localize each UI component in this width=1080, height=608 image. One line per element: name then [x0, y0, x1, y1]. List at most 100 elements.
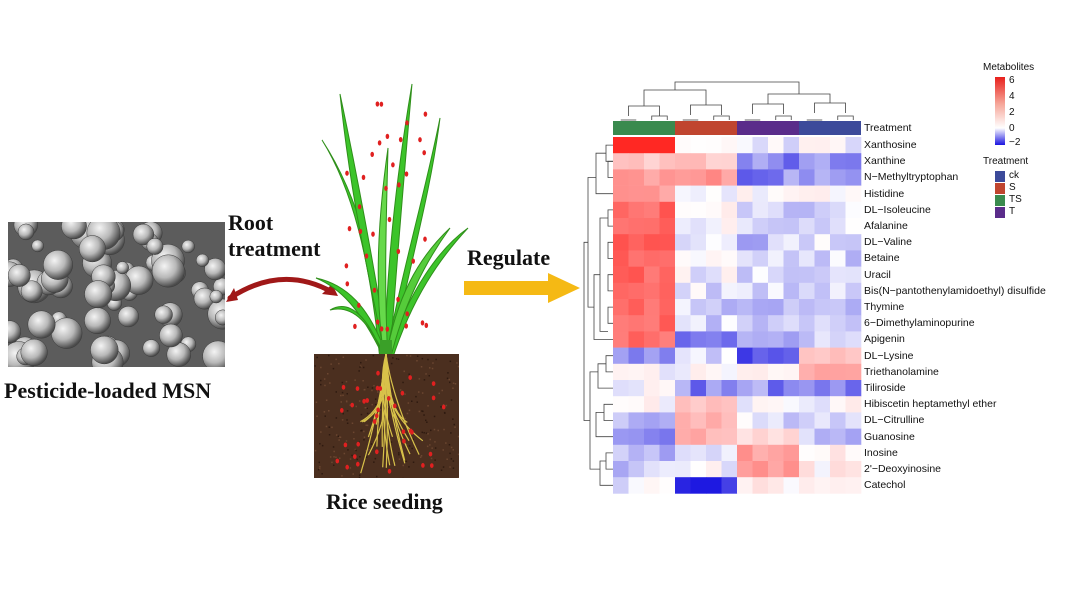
- heatmap-cell: [613, 315, 629, 332]
- soil-grain: [318, 468, 321, 470]
- soil-grain: [324, 384, 326, 387]
- heatmap-cell: [783, 201, 800, 219]
- metabolite-label: 6−Dimethylaminopurine: [864, 317, 975, 330]
- root-strand: [376, 354, 387, 447]
- dendrogram-branch: [814, 102, 846, 113]
- heatmap-cell: [830, 315, 846, 332]
- heatmap-cell: [768, 428, 784, 446]
- dendrogram-branch: [599, 460, 613, 486]
- heatmap-cell: [845, 266, 862, 284]
- heatmap-cell: [737, 477, 753, 494]
- heatmap-cell: [706, 461, 722, 478]
- heatmap-cell: [721, 201, 738, 219]
- nanoparticle: [204, 258, 225, 281]
- heatmap-cell: [845, 185, 862, 203]
- heatmap-cell: [613, 461, 629, 478]
- metabolite-label: DL−Valine: [864, 236, 912, 249]
- heatmap-cell: [830, 477, 846, 494]
- heatmap-cell: [830, 444, 846, 462]
- soil-box: [314, 354, 459, 478]
- soil-grain: [406, 354, 408, 357]
- heatmap-cell: [830, 380, 846, 397]
- soil-grain: [332, 367, 335, 370]
- root-label-line2: treatment: [228, 236, 321, 261]
- heatmap-cell: [783, 234, 800, 251]
- soil-grain: [351, 454, 353, 457]
- heatmap-cell: [675, 137, 691, 154]
- soil-grain: [440, 469, 443, 471]
- heatmap-cell: [737, 234, 753, 251]
- metabolite-label: 2'−Deoxyinosine: [864, 463, 942, 475]
- pesticide-dot: [402, 438, 406, 444]
- heatmap-cell: [690, 234, 707, 251]
- soil-grain: [450, 432, 452, 434]
- soil-grain: [404, 393, 406, 395]
- heatmap-cell: [644, 282, 660, 300]
- heatmap-cell: [706, 250, 722, 267]
- heatmap-cell: [830, 169, 846, 186]
- soil-grain: [434, 441, 436, 443]
- soil-grain: [457, 365, 459, 368]
- heatmap-cell: [675, 169, 691, 186]
- dendrogram-branch: [587, 177, 596, 308]
- heatmap-cell: [752, 218, 769, 235]
- heatmap-cell: [830, 428, 846, 446]
- soil-grain: [408, 373, 410, 375]
- root-label-line1: Root: [228, 210, 274, 235]
- color-scale-bar: [995, 77, 1005, 145]
- heatmap-cell: [737, 315, 753, 332]
- soil-grain: [365, 424, 367, 426]
- soil-grain: [457, 477, 459, 478]
- heatmap-cell: [830, 218, 846, 235]
- soil-grain: [374, 403, 377, 406]
- soil-grain: [320, 366, 322, 369]
- soil-grain: [443, 411, 446, 414]
- heatmap-cell: [613, 396, 629, 413]
- soil-grain: [335, 434, 338, 436]
- dendrogram-branch: [628, 105, 660, 116]
- soil-grain: [449, 466, 451, 468]
- heatmap-cell: [845, 250, 862, 267]
- soil-grain: [429, 367, 431, 369]
- heatmap-cell: [814, 153, 831, 170]
- soil-grain: [437, 429, 439, 432]
- soil-grain: [337, 435, 340, 437]
- soil-grain: [393, 417, 395, 420]
- soil-grain: [358, 400, 361, 402]
- soil-grain: [320, 431, 322, 433]
- heatmap-cell: [706, 412, 722, 429]
- heatmap-cell: [644, 234, 660, 251]
- pesticide-dot: [420, 320, 425, 326]
- soil-grain: [321, 473, 323, 475]
- soil-grain: [433, 415, 436, 418]
- nanoparticle: [146, 237, 164, 255]
- heatmap-cell: [768, 412, 784, 429]
- pesticide-dot: [377, 140, 382, 146]
- heatmap-cell: [783, 396, 800, 413]
- soil-grain: [366, 412, 369, 415]
- pesticide-dot: [404, 323, 408, 329]
- heatmap-cell: [783, 331, 800, 348]
- nanoparticle: [159, 323, 183, 348]
- heatmap-cell: [644, 380, 660, 397]
- soil-grain: [342, 394, 344, 397]
- heatmap-cell: [628, 185, 645, 203]
- heatmap-cell: [799, 347, 815, 365]
- soil-grain: [452, 382, 455, 384]
- heatmap-cell: [644, 461, 660, 478]
- heatmap-cell: [783, 299, 800, 316]
- soil-grain: [440, 406, 442, 408]
- heatmap-cell: [613, 137, 629, 154]
- heatmap-cell: [799, 137, 815, 154]
- dendrogram-branch: [713, 115, 730, 120]
- sem-caption: Pesticide-loaded MSN: [4, 378, 212, 403]
- soil-grain: [452, 387, 454, 389]
- pesticide-dot: [398, 137, 403, 143]
- heatmap-cell: [706, 234, 722, 251]
- pesticide-dot: [401, 429, 406, 435]
- heatmap-cell: [613, 331, 629, 348]
- heatmap-cell: [814, 234, 831, 251]
- soil-grain: [314, 449, 317, 452]
- heatmap-cell: [628, 461, 645, 478]
- metabolite-label: Uracil: [864, 268, 891, 281]
